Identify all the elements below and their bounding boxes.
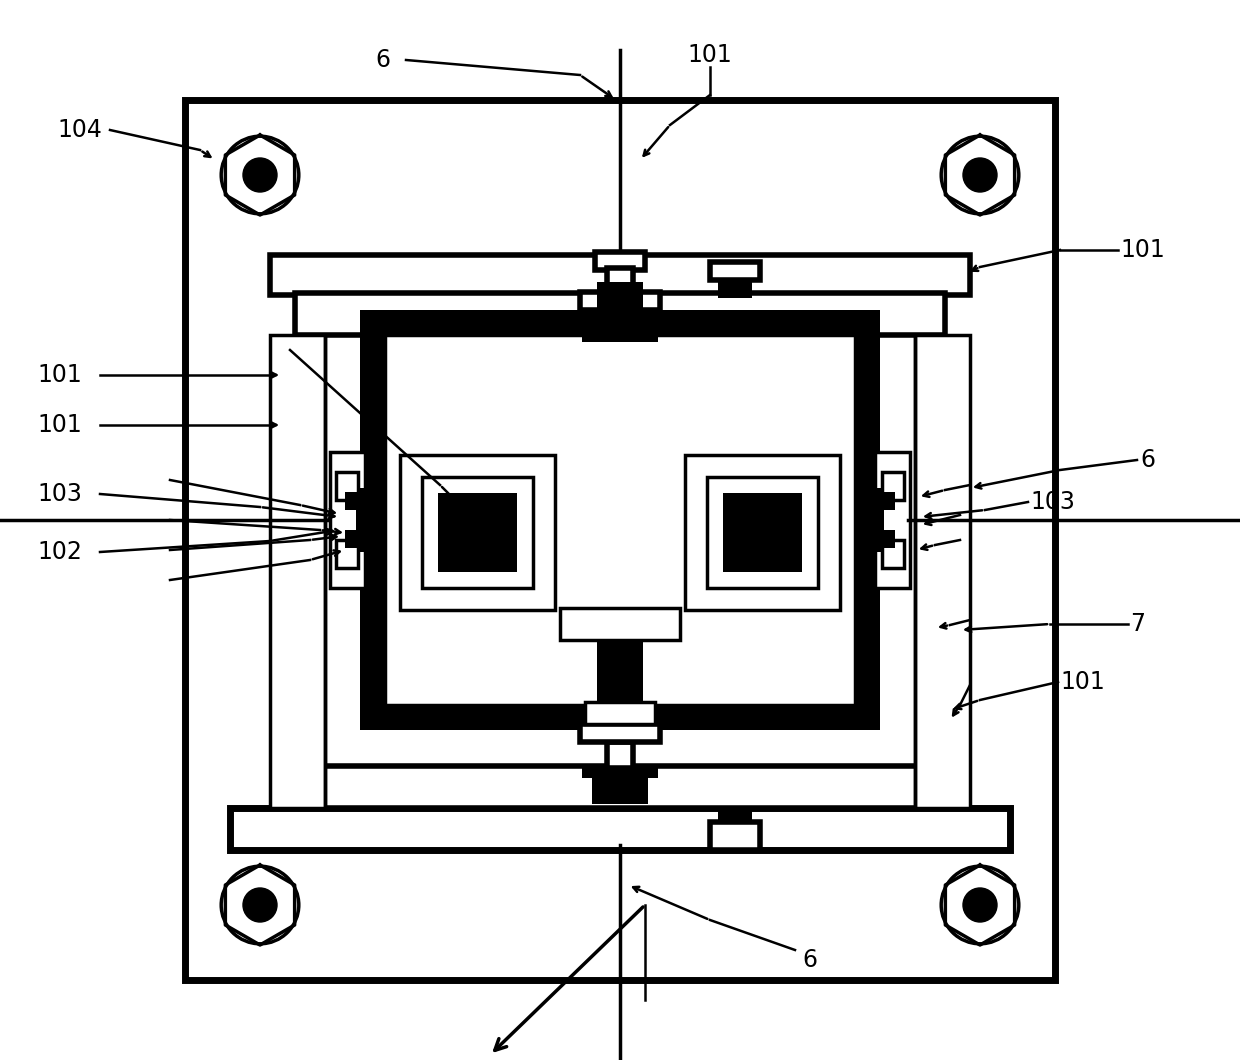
Text: 6: 6 [802,948,817,972]
Bar [270,255,970,295]
Text: 6: 6 [376,48,391,72]
Text: 104: 104 [57,118,103,142]
Bar [384,335,856,705]
Bar [707,477,818,588]
Bar [438,493,517,572]
Bar [229,808,1011,850]
Bar [401,455,556,610]
Bar [883,492,895,510]
Bar [596,282,644,312]
Bar [560,608,680,640]
Bar [270,335,325,808]
Bar [596,639,644,704]
Bar [336,540,358,568]
Text: 102: 102 [37,540,82,564]
Bar [330,452,365,588]
Text: 101: 101 [37,363,82,387]
Bar [718,806,751,824]
Text: 7: 7 [1130,612,1145,636]
Bar [336,472,358,500]
Circle shape [243,158,277,192]
Bar [875,452,910,588]
Circle shape [243,888,277,922]
Text: 6: 6 [1140,448,1154,472]
Bar [915,335,970,808]
Bar [360,310,880,730]
Bar [185,100,1055,981]
Bar [422,477,533,588]
Bar [345,492,357,510]
Bar [585,702,655,724]
Bar [882,540,904,568]
Circle shape [963,158,997,192]
Bar [862,488,884,552]
Bar [295,766,945,808]
Bar [591,308,649,334]
Bar [723,493,802,572]
Bar [356,488,378,552]
Text: 101: 101 [688,43,733,67]
Circle shape [963,888,997,922]
Bar [718,278,751,298]
Text: 103: 103 [37,482,82,506]
Bar [582,332,658,342]
Bar [582,768,658,778]
Bar [882,472,904,500]
Bar [711,262,760,280]
Text: 101: 101 [1120,238,1164,262]
Text: 101: 101 [37,413,82,437]
Bar [345,530,357,548]
Bar [591,778,649,803]
Text: 103: 103 [1030,490,1075,514]
Bar [595,252,645,270]
Bar [883,530,895,548]
Bar [580,724,660,742]
Bar [580,292,660,310]
Bar [608,742,632,768]
Bar [684,455,839,610]
Text: 101: 101 [1060,670,1105,694]
Bar [711,822,760,850]
Bar [608,268,632,294]
Bar [295,293,945,335]
